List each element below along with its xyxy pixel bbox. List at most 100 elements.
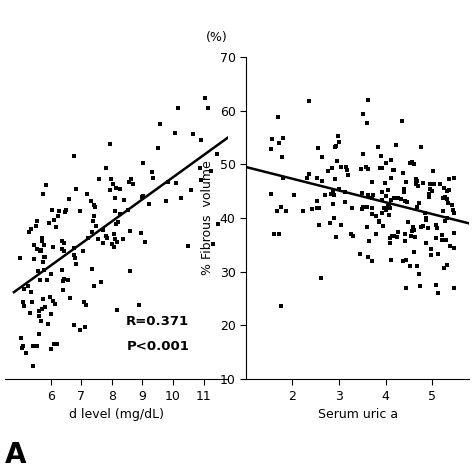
Point	[28, 299, 36, 306]
Point	[382, 179, 389, 186]
Point	[19, 298, 27, 306]
Point	[37, 247, 45, 255]
Point	[329, 187, 337, 195]
Point	[39, 258, 47, 265]
Point	[95, 175, 103, 183]
Point	[441, 193, 448, 201]
Point	[331, 214, 338, 222]
Point	[148, 169, 156, 176]
Point	[37, 317, 45, 325]
Point	[445, 175, 453, 182]
Point	[119, 235, 127, 243]
Point	[393, 233, 401, 241]
Point	[412, 175, 420, 183]
Point	[99, 227, 107, 234]
Point	[316, 221, 323, 228]
Point	[327, 190, 335, 198]
Point	[313, 174, 320, 182]
Point	[386, 234, 394, 242]
Point	[412, 179, 419, 186]
Point	[91, 203, 99, 210]
Point	[374, 144, 382, 151]
Point	[139, 192, 146, 200]
Point	[331, 144, 339, 151]
Point	[16, 254, 24, 262]
Point	[25, 282, 32, 290]
Point	[73, 185, 80, 193]
Point	[33, 246, 41, 253]
Point	[372, 212, 380, 220]
Point	[267, 191, 275, 198]
Point	[198, 136, 205, 144]
Point	[81, 298, 88, 306]
Point	[70, 152, 78, 159]
Point	[55, 207, 63, 215]
Point	[380, 204, 387, 212]
Point	[376, 164, 383, 172]
Point	[275, 139, 283, 146]
Point	[60, 247, 68, 255]
Point	[432, 282, 440, 289]
Point	[385, 201, 392, 208]
Point	[427, 180, 434, 187]
Point	[438, 237, 446, 244]
Point	[275, 230, 283, 238]
Point	[34, 267, 41, 275]
Point	[440, 194, 447, 201]
Point	[94, 236, 102, 243]
Point	[407, 232, 415, 240]
Point	[46, 219, 53, 227]
Point	[440, 184, 447, 191]
Point	[91, 201, 98, 209]
Point	[402, 256, 410, 264]
Point	[378, 188, 386, 196]
Point	[412, 180, 420, 188]
Point	[359, 203, 366, 210]
Point	[172, 129, 179, 137]
Point	[347, 230, 355, 238]
Point	[60, 276, 67, 283]
Point	[375, 217, 383, 224]
Point	[111, 194, 118, 201]
Point	[445, 187, 453, 194]
Point	[61, 240, 68, 247]
Point	[136, 302, 143, 310]
Point	[112, 184, 119, 191]
Point	[375, 218, 383, 225]
Point	[432, 221, 440, 228]
Point	[401, 189, 408, 196]
Point	[313, 205, 321, 212]
Point	[58, 245, 65, 253]
Point	[58, 266, 65, 274]
Point	[330, 191, 337, 199]
Point	[342, 199, 349, 206]
Point	[174, 104, 182, 112]
Point	[333, 233, 340, 240]
Point	[39, 191, 46, 198]
Point	[365, 254, 372, 261]
Point	[434, 289, 442, 297]
Point	[417, 144, 424, 151]
Point	[278, 203, 285, 211]
Point	[30, 241, 38, 248]
Point	[213, 150, 220, 158]
Point	[363, 203, 371, 210]
Point	[33, 342, 41, 349]
Point	[88, 197, 95, 204]
Point	[139, 159, 146, 166]
Point	[44, 320, 51, 328]
Point	[177, 194, 185, 201]
Point	[419, 179, 427, 187]
Point	[431, 181, 438, 188]
Point	[331, 175, 338, 183]
X-axis label: Serum uric a: Serum uric a	[318, 408, 398, 421]
Point	[127, 268, 134, 275]
Point	[124, 207, 132, 214]
Point	[401, 237, 409, 245]
Point	[326, 219, 333, 227]
Point	[44, 276, 51, 283]
Point	[70, 244, 78, 252]
Point	[359, 110, 366, 118]
Point	[413, 203, 420, 210]
Point	[184, 242, 192, 250]
